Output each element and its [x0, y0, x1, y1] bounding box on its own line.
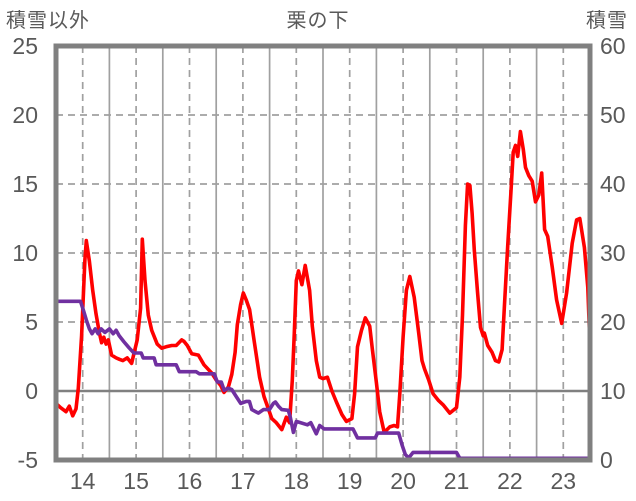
chart-title: 栗の下 [286, 10, 350, 32]
left-axis-tick-label: 5 [25, 309, 38, 335]
right-axis-tick-label: 50 [600, 102, 626, 128]
plot-frame [53, 43, 593, 463]
left-axis-tick-label: 10 [12, 240, 38, 266]
x-axis-tick-label: 21 [444, 468, 470, 494]
x-axis-tick-label: 19 [337, 468, 363, 494]
left-axis-tick-label: -5 [18, 447, 38, 473]
x-axis-tick-label: 18 [284, 468, 310, 494]
left-axis-tick-label: 15 [12, 171, 38, 197]
x-axis-tick-label: 23 [551, 468, 577, 494]
x-axis-tick-label: 22 [497, 468, 523, 494]
right-axis-title: 積雪 [586, 10, 628, 32]
x-axis-tick-label: 17 [230, 468, 256, 494]
x-axis-tick-label: 15 [123, 468, 149, 494]
red_series-line [54, 129, 592, 435]
right-axis-tick-label: 40 [600, 171, 626, 197]
x-axis-tick-label: 14 [70, 468, 96, 494]
x-axis-tick-label: 20 [390, 468, 416, 494]
left-axis-tick-label: 25 [12, 33, 38, 59]
right-axis-tick-label: 10 [600, 378, 626, 404]
right-axis-tick-label: 60 [600, 33, 626, 59]
right-axis-tick-label: 0 [600, 447, 613, 473]
left-axis-title: 積雪以外 [6, 10, 90, 32]
right-axis-tick-label: 20 [600, 309, 626, 335]
right-axis-tick-label: 30 [600, 240, 626, 266]
x-axis-tick-label: 16 [177, 468, 203, 494]
left-axis-tick-label: 0 [25, 378, 38, 404]
purple_series-line [54, 299, 592, 461]
left-axis-tick-label: 20 [12, 102, 38, 128]
